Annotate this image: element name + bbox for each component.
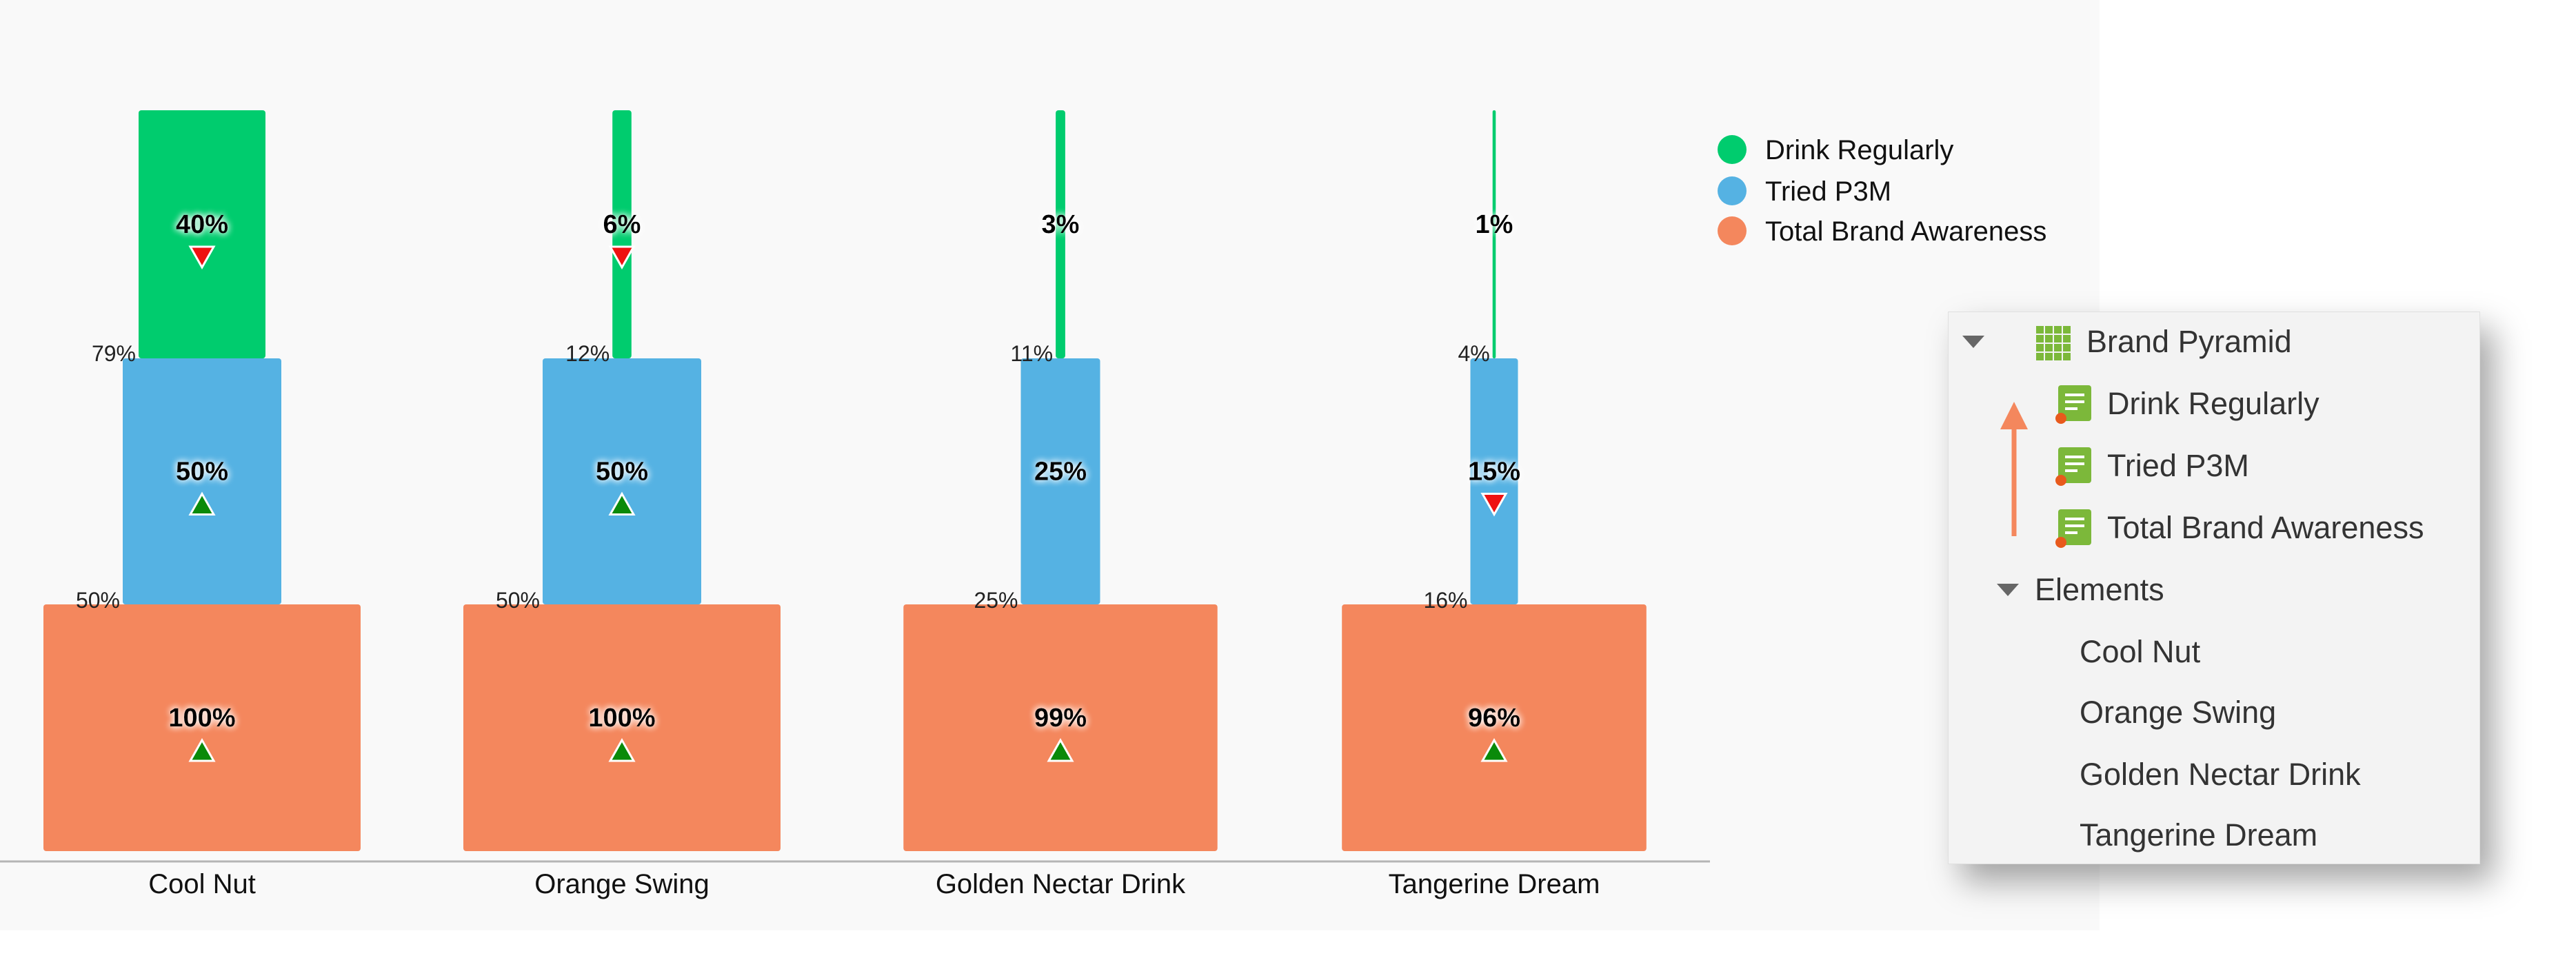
trend-down-icon [1480,493,1508,517]
tree-item-label: Drink Regularly [2107,386,2320,421]
legend-marker-total-brand-awareness [1718,216,1747,245]
tree-item-drink-regularly[interactable]: Drink Regularly [2055,380,2469,428]
x-tick-label-golden-nectar-drink: Golden Nectar Drink [936,869,1186,899]
bar-total-brand-awareness-golden-nectar-drink[interactable] [903,604,1218,851]
conversion-label-total-to-tried-orange-swing: 50% [496,588,540,613]
bar-total-brand-awareness-tangerine-dream[interactable] [1342,604,1647,851]
data-label-drink-regularly-orange-swing: 6% [603,210,641,239]
doc-icon [2055,509,2091,548]
legend-label-tried-p3m: Tried P3M [1765,176,1891,207]
bar-total-brand-awareness-cool-nut[interactable] [43,604,361,851]
conversion-label-total-to-tried-tangerine-dream: 16% [1423,588,1467,613]
bar-drink-regularly-orange-swing[interactable] [612,110,632,358]
grid-icon [2036,326,2071,360]
tree-element-item[interactable]: Cool Nut [2080,628,2466,676]
conversion-label-tried-to-regular-tangerine-dream: 4% [1458,341,1489,366]
data-label-drink-regularly-golden-nectar-drink: 3% [1042,210,1080,239]
trend-up-icon [188,491,216,515]
tree-root-label: Brand Pyramid [2086,324,2292,359]
trend-down-icon [188,245,216,270]
data-label-tried-p3m-cool-nut: 50% [176,458,228,487]
reorder-arrow-icon [2000,402,2028,536]
tree-element-label: Orange Swing [2080,695,2277,730]
bar-tried-p3m-tangerine-dream[interactable] [1470,358,1518,604]
tree-folder-label: Elements [2035,572,2164,607]
doc-icon [2055,385,2091,424]
trend-up-icon [1047,737,1074,762]
trend-up-icon [1480,737,1508,762]
x-tick-label-tangerine-dream: Tangerine Dream [1389,869,1600,899]
caret-down-icon[interactable] [1962,336,1984,348]
bar-drink-regularly-cool-nut[interactable] [139,110,265,358]
legend-marker-tried-p3m [1718,176,1747,205]
tree-item-total-brand-awareness[interactable]: Total Brand Awareness [2055,504,2469,552]
conversion-label-tried-to-regular-orange-swing: 12% [565,341,610,366]
data-label-tried-p3m-tangerine-dream: 15% [1468,458,1520,487]
bar-drink-regularly-golden-nectar-drink[interactable] [1056,110,1065,358]
tree-element-label: Tangerine Dream [2080,817,2318,852]
trend-up-icon [608,491,636,515]
tree-element-label: Golden Nectar Drink [2080,757,2361,792]
tree-item-label: Tried P3M [2107,448,2249,483]
brand-pyramid-chart: 100% 50% 40% 50% 79% 100% 50% 6% 50% 12% 99% 25% 3% 2… [0,110,2046,899]
conversion-label-total-to-tried-cool-nut: 50% [76,588,120,613]
bar-drink-regularly-tangerine-dream[interactable] [1492,110,1496,358]
conversion-label-total-to-tried-golden-nectar-drink: 25% [974,588,1018,613]
data-label-drink-regularly-tangerine-dream: 1% [1476,210,1513,239]
bar-tried-p3m-golden-nectar-drink[interactable] [1020,358,1100,604]
data-label-tried-p3m-orange-swing: 50% [596,458,648,487]
tree-item-label: Total Brand Awareness [2107,510,2424,545]
tree-folder-elements[interactable]: Elements [1997,566,2466,614]
legend-label-total-brand-awareness: Total Brand Awareness [1765,216,2046,247]
tree-element-item[interactable]: Tangerine Dream [2080,811,2466,859]
doc-icon [2055,447,2091,486]
tree-root-brand-pyramid[interactable]: Brand Pyramid [1962,318,2473,366]
bar-total-brand-awareness-orange-swing[interactable] [463,604,781,851]
chart-panel: 100% 50% 40% 50% 79% 100% 50% 6% 50% 12% 99% 25% 3% 2… [0,110,2047,899]
field-tree-panel: Brand Pyramid Drink Regularly Tried P3M … [1948,312,2480,864]
data-label-total-brand-awareness-cool-nut: 100% [168,704,235,733]
conversion-label-tried-to-regular-golden-nectar-drink: 11% [1010,341,1053,366]
data-label-tried-p3m-golden-nectar-drink: 25% [1034,458,1087,487]
tree-item-tried-p3m[interactable]: Tried P3M [2055,442,2469,490]
trend-up-icon [608,737,636,762]
conversion-label-tried-to-regular-cool-nut: 79% [92,341,136,366]
x-tick-label-orange-swing: Orange Swing [534,869,709,899]
caret-down-icon[interactable] [1997,584,2019,596]
bar-tried-p3m-cool-nut[interactable] [123,358,281,604]
data-label-total-brand-awareness-orange-swing: 100% [588,704,655,733]
tree-element-item[interactable]: Golden Nectar Drink [2080,750,2466,799]
tree-element-label: Cool Nut [2080,634,2201,669]
x-tick-label-cool-nut: Cool Nut [148,869,256,899]
data-label-total-brand-awareness-tangerine-dream: 96% [1468,704,1520,733]
data-label-drink-regularly-cool-nut: 40% [176,210,228,239]
tree-element-item[interactable]: Orange Swing [2080,688,2466,737]
legend-marker-drink-regularly [1718,135,1747,164]
trend-down-icon [608,245,636,270]
trend-up-icon [188,737,216,762]
legend-label-drink-regularly: Drink Regularly [1765,135,1953,165]
data-label-total-brand-awareness-golden-nectar-drink: 99% [1034,704,1087,733]
bar-tried-p3m-orange-swing[interactable] [543,358,701,604]
